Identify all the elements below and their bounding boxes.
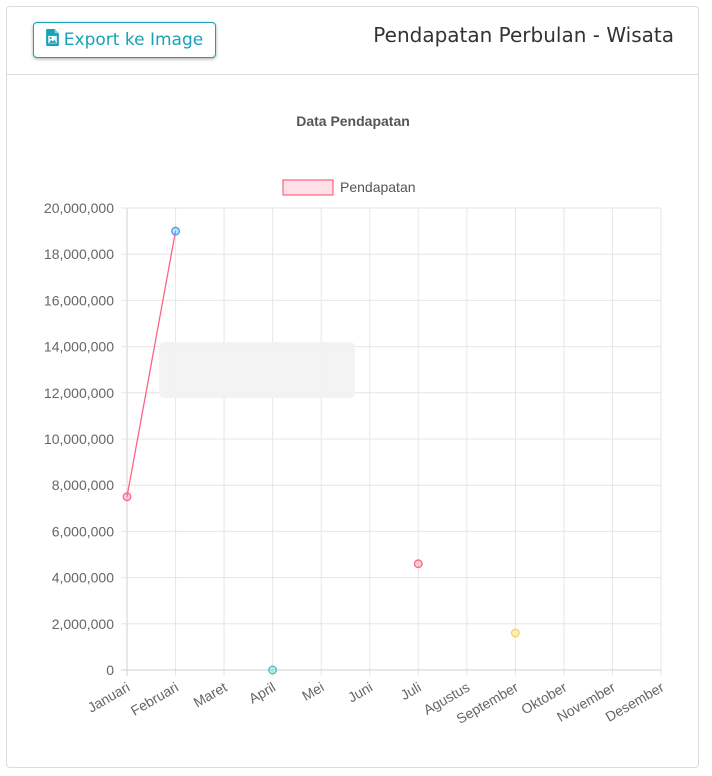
y-axis-labels: 0 2,000,000 4,000,000 6,000,000 8,000,000 10,… (44, 200, 114, 678)
legend-swatch (282, 179, 334, 196)
y-tick-label: 6,000,000 (52, 523, 114, 539)
data-point (510, 628, 520, 638)
y-tick-label: 14,000,000 (44, 339, 114, 355)
x-tick-label: Juli (398, 679, 424, 703)
x-tick-label: April (246, 679, 278, 707)
y-tick-label: 8,000,000 (52, 477, 114, 493)
tooltip-placeholder (159, 342, 355, 398)
y-tick-label: 0 (106, 662, 114, 678)
data-point (171, 226, 180, 236)
y-tick-label: 18,000,000 (44, 246, 114, 262)
page-title: Pendapatan Perbulan - Wisata (373, 23, 674, 47)
y-tick-label: 4,000,000 (52, 570, 114, 586)
legend-label: Pendapatan (340, 179, 416, 195)
horizontal-gridlines (121, 207, 661, 671)
x-tick-label: Mei (299, 679, 327, 704)
legend[interactable]: Pendapatan (282, 179, 416, 196)
y-tick-label: 20,000,000 (44, 200, 114, 216)
chart-title: Data Pendapatan (296, 113, 410, 129)
x-tick-label: Januari (85, 679, 133, 716)
export-button-label: Export ke Image (63, 30, 204, 50)
x-tick-label: Juni (345, 679, 375, 706)
y-tick-label: 16,000,000 (44, 292, 114, 308)
x-tick-label: Maret (191, 679, 230, 711)
x-tick-label: Februari (128, 679, 181, 719)
card-header: Export ke Image Pendapatan Perbulan - Wi… (7, 7, 698, 75)
file-image-icon (45, 29, 59, 51)
data-point (268, 665, 278, 675)
data-point (122, 492, 132, 502)
series-line-segment (126, 230, 177, 497)
data-point (413, 559, 423, 569)
vertical-gridlines (126, 208, 662, 676)
series-pendapatan (122, 226, 520, 675)
y-tick-label: 2,000,000 (52, 616, 114, 632)
y-tick-label: 10,000,000 (44, 431, 114, 447)
export-image-button[interactable]: Export ke Image (33, 22, 216, 58)
y-tick-label: 12,000,000 (44, 385, 114, 401)
